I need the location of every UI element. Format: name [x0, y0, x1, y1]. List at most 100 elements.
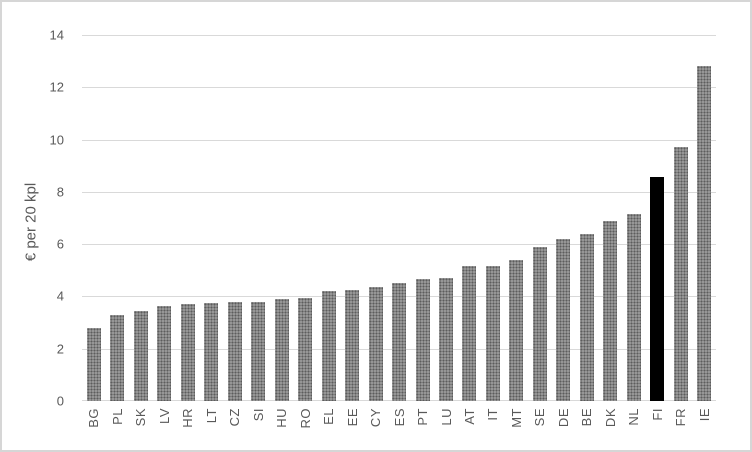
- x-slot: LV: [152, 408, 175, 450]
- bar-slot: [176, 35, 199, 401]
- y-tick-label: 2: [56, 341, 64, 357]
- x-tick-label-si: SI: [250, 408, 266, 422]
- bar-pt: [415, 279, 430, 401]
- y-tick-label: 10: [49, 132, 64, 148]
- gridline: [82, 35, 716, 36]
- bar-slot: [387, 35, 410, 401]
- bar-slot: [223, 35, 246, 401]
- x-slot: SK: [129, 408, 152, 450]
- x-slot: HU: [270, 408, 293, 450]
- bar-slot: [293, 35, 316, 401]
- gridline: [82, 191, 716, 193]
- x-slot: DK: [599, 408, 622, 450]
- x-tick-label-ro: RO: [297, 408, 313, 429]
- bar-ee: [345, 289, 360, 401]
- x-slot: IE: [693, 408, 716, 450]
- x-slot: BG: [82, 408, 105, 450]
- bar-slot: [411, 35, 434, 401]
- bar-dk: [603, 220, 618, 401]
- bar-nl: [626, 214, 641, 401]
- x-tick-label-mt: MT: [508, 408, 524, 428]
- x-tick-label-be: BE: [579, 408, 595, 427]
- bar-pl: [110, 314, 125, 401]
- x-slot: PT: [411, 408, 434, 450]
- bar-slot: [528, 35, 551, 401]
- bar-fr: [673, 147, 688, 401]
- x-tick-label-sk: SK: [133, 408, 149, 427]
- x-slot: LT: [199, 408, 222, 450]
- x-tick-label-bg: BG: [86, 408, 102, 428]
- bar-lu: [439, 278, 453, 401]
- x-slot: SI: [246, 408, 269, 450]
- x-tick-label-cy: CY: [368, 408, 384, 428]
- bar-mt: [509, 259, 524, 401]
- x-slot: SE: [528, 408, 551, 450]
- x-tick-label-ie: IE: [696, 408, 712, 422]
- bar-slot: [129, 35, 152, 401]
- x-tick-label-fr: FR: [673, 408, 689, 427]
- bar-at: [462, 266, 477, 401]
- plot-area: [82, 35, 716, 401]
- x-tick-label-it: IT: [485, 408, 501, 421]
- x-slot: BE: [575, 408, 598, 450]
- x-slot: EL: [317, 408, 340, 450]
- x-tick-label-at: AT: [461, 408, 477, 425]
- x-tick-label-ee: EE: [344, 408, 360, 427]
- x-tick-label-es: ES: [391, 408, 407, 427]
- x-tick-label-cz: CZ: [227, 408, 243, 427]
- x-slot: NL: [622, 408, 645, 450]
- x-slot: CY: [364, 408, 387, 450]
- bar-ro: [298, 297, 313, 401]
- bar-slot: [481, 35, 504, 401]
- x-tick-label-de: DE: [555, 408, 571, 428]
- x-slot: LU: [434, 408, 457, 450]
- x-slot: RO: [293, 408, 316, 450]
- x-slot: IT: [481, 408, 504, 450]
- bar-el: [321, 291, 336, 401]
- bar-hu: [274, 299, 289, 401]
- x-tick-label-lu: LU: [438, 408, 454, 426]
- bar-hr: [180, 304, 195, 401]
- x-tick-label-dk: DK: [602, 408, 618, 428]
- bar-slot: [317, 35, 340, 401]
- x-slot: ES: [387, 408, 410, 450]
- x-tick-label-lt: LT: [203, 408, 219, 424]
- bar-de: [556, 238, 571, 401]
- bar-si: [251, 301, 266, 401]
- x-slot: AT: [458, 408, 481, 450]
- y-tick-label: 14: [49, 27, 64, 43]
- x-slot: MT: [505, 408, 528, 450]
- y-tick-label: 6: [56, 236, 64, 252]
- x-tick-label-se: SE: [532, 408, 548, 427]
- bar-slot: [199, 35, 222, 401]
- x-tick-label-lv: LV: [156, 408, 172, 424]
- x-slot: FI: [646, 408, 669, 450]
- bar-ie: [697, 66, 712, 401]
- y-tick-label: 4: [56, 288, 64, 304]
- x-slot: PL: [105, 408, 128, 450]
- x-slot: EE: [340, 408, 363, 450]
- bar-slot: [246, 35, 269, 401]
- x-tick-label-nl: NL: [626, 408, 642, 426]
- bar-bg: [86, 327, 101, 401]
- gridline: [82, 244, 716, 246]
- bar-lt: [204, 302, 219, 401]
- bar-slot: [693, 35, 716, 401]
- x-tick-label-pt: PT: [415, 408, 431, 426]
- bars: [82, 35, 716, 401]
- x-slot: DE: [552, 408, 575, 450]
- bar-slot: [105, 35, 128, 401]
- bar-cy: [368, 287, 383, 401]
- bar-slot: [152, 35, 175, 401]
- bar-slot: [340, 35, 363, 401]
- gridline: [82, 87, 716, 89]
- x-tick-label-hu: HU: [274, 408, 290, 428]
- bar-es: [392, 283, 407, 401]
- x-slot: HR: [176, 408, 199, 450]
- x-tick-label-hr: HR: [180, 408, 196, 428]
- y-tick-label: 8: [56, 184, 64, 200]
- bar-cz: [227, 301, 242, 401]
- bar-slot: [599, 35, 622, 401]
- bar-sk: [133, 310, 148, 401]
